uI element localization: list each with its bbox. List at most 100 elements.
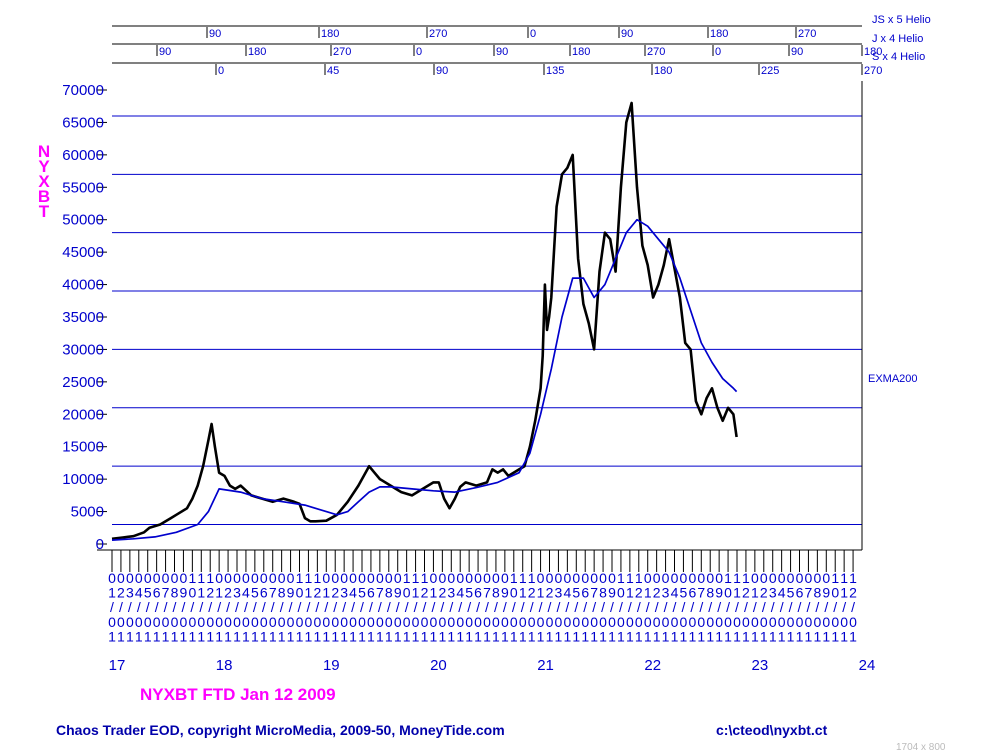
x-date-digit: 3 <box>126 585 134 601</box>
x-date-digit: 1 <box>688 628 696 644</box>
x-date-digit: 0 <box>563 570 571 586</box>
x-date-digit: 2 <box>206 585 214 601</box>
x-date-digit: 1 <box>171 628 179 644</box>
x-date-digit: 7 <box>805 585 813 601</box>
x-date-digit: 0 <box>724 585 732 601</box>
x-date-digit: 9 <box>715 585 723 601</box>
x-date-digit: 4 <box>349 585 357 601</box>
x-date-digit: 1 <box>287 628 295 644</box>
x-date-digit: 2 <box>421 585 429 601</box>
x-date-digit: 1 <box>617 570 625 586</box>
x-date-digit: 1 <box>197 570 205 586</box>
x-date-digit: 3 <box>769 585 777 601</box>
x-date-digit: 1 <box>671 628 679 644</box>
x-date-digit: 0 <box>697 570 705 586</box>
x-date-digit: 0 <box>456 614 464 630</box>
x-date-digit: 1 <box>653 628 661 644</box>
x-date-digit: 0 <box>144 614 152 630</box>
x-date-digit: 1 <box>840 585 848 601</box>
x-date-digit: 0 <box>751 570 759 586</box>
x-date-digit: 0 <box>813 570 821 586</box>
x-date-digit: 1 <box>805 628 813 644</box>
x-date-digit: 6 <box>796 585 804 601</box>
x-date-digit: 0 <box>599 570 607 586</box>
x-date-digit: 1 <box>849 628 857 644</box>
x-date-digit: 8 <box>599 585 607 601</box>
helio-scale-tick-label: 0 <box>530 28 536 40</box>
x-date-digit: 1 <box>501 628 509 644</box>
x-date-digit: 0 <box>180 570 188 586</box>
x-date-digit: 1 <box>563 628 571 644</box>
x-date-digit: 1 <box>278 628 286 644</box>
x-date-digit: 4 <box>563 585 571 601</box>
x-date-digit: 0 <box>305 614 313 630</box>
x-date-digit: 1 <box>367 628 375 644</box>
x-date-digit: 0 <box>376 570 384 586</box>
x-date-digit: / <box>458 599 462 615</box>
x-date-digit: 0 <box>653 614 661 630</box>
x-date-digit: 0 <box>849 614 857 630</box>
x-date-digit: 1 <box>438 628 446 644</box>
x-date-digit: / <box>155 599 159 615</box>
x-date-digit: / <box>556 599 560 615</box>
x-date-digit: 0 <box>653 570 661 586</box>
x-date-digit: 1 <box>528 628 536 644</box>
x-date-digit: 1 <box>215 585 223 601</box>
x-date-digit: 0 <box>617 585 625 601</box>
x-date-digit: 1 <box>635 570 643 586</box>
y-label-letter: T <box>39 202 50 221</box>
x-date-digit: 1 <box>796 628 804 644</box>
x-date-digit: 1 <box>644 628 652 644</box>
x-date-digit: 0 <box>608 570 616 586</box>
x-date-digit: 7 <box>590 585 598 601</box>
x-date-digit: / <box>503 599 507 615</box>
x-date-digit: 1 <box>733 628 741 644</box>
y-tick-label: 50000 <box>62 212 104 229</box>
x-date-digit: 0 <box>162 570 170 586</box>
x-date-digit: 0 <box>474 570 482 586</box>
helio-scale-tick-label: 270 <box>864 65 882 77</box>
x-date-digit: 1 <box>635 628 643 644</box>
x-date-digit: 0 <box>322 614 330 630</box>
x-date-digit: 0 <box>117 614 125 630</box>
footer-copyright: Chaos Trader EOD, copyright MicroMedia, … <box>56 722 505 738</box>
ema-legend-label: EXMA200 <box>868 373 918 385</box>
x-date-digit: / <box>637 599 641 615</box>
x-date-digit: / <box>601 599 605 615</box>
x-date-digit: 9 <box>608 585 616 601</box>
x-year-label: 17 <box>109 657 126 674</box>
x-date-digit: / <box>181 599 185 615</box>
x-date-digit: 0 <box>153 614 161 630</box>
x-date-digit: 0 <box>438 614 446 630</box>
x-date-digit: 2 <box>313 585 321 601</box>
x-date-digit: / <box>610 599 614 615</box>
x-date-digit: / <box>378 599 382 615</box>
x-date-digit: 1 <box>555 628 563 644</box>
x-date-digit: / <box>423 599 427 615</box>
x-date-digit: 0 <box>769 614 777 630</box>
x-date-digit: 1 <box>305 628 313 644</box>
x-date-digit: 0 <box>581 614 589 630</box>
x-date-digit: / <box>190 599 194 615</box>
x-date-digit: / <box>592 599 596 615</box>
x-date-digit: 0 <box>224 570 232 586</box>
x-date-digit: 1 <box>572 628 580 644</box>
x-date-digit: / <box>824 599 828 615</box>
x-date-digit: 0 <box>171 614 179 630</box>
x-date-digit: 0 <box>367 614 375 630</box>
x-date-digit: / <box>789 599 793 615</box>
x-date-digit: 1 <box>608 628 616 644</box>
x-date-digit: 0 <box>385 614 393 630</box>
x-date-digit: 8 <box>492 585 500 601</box>
x-date-digit: 0 <box>403 585 411 601</box>
x-date-digit: 0 <box>349 614 357 630</box>
x-date-digit: 7 <box>697 585 705 601</box>
x-date-digit: 1 <box>840 628 848 644</box>
x-date-digit: 0 <box>822 614 830 630</box>
x-date-digit: 1 <box>412 628 420 644</box>
x-date-digit: 0 <box>474 614 482 630</box>
y-tick-label: 0 <box>96 536 104 553</box>
x-date-digit: / <box>369 599 373 615</box>
x-date-digit: / <box>530 599 534 615</box>
